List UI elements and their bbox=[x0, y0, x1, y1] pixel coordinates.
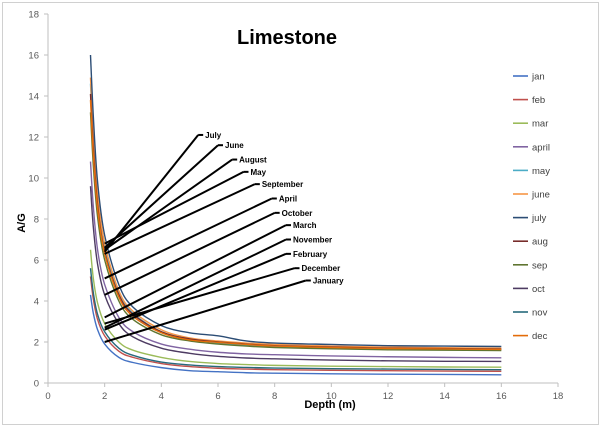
series-line-july bbox=[89, 54, 502, 348]
legend-label-oct: oct bbox=[532, 284, 545, 295]
series-line-nov bbox=[89, 268, 502, 371]
y-tick-label: 0 bbox=[34, 379, 39, 390]
x-tick-label: 2 bbox=[102, 391, 107, 402]
x-tick-label: 14 bbox=[439, 391, 450, 402]
annotation-label-december: December bbox=[302, 264, 341, 273]
x-tick-label: 8 bbox=[272, 391, 277, 402]
annotation-leader-december bbox=[104, 267, 295, 325]
legend-label-jan: jan bbox=[531, 72, 545, 83]
x-tick-label: 0 bbox=[45, 391, 50, 402]
annotation-leader-november bbox=[104, 238, 287, 329]
x-tick-label: 16 bbox=[496, 391, 507, 402]
x-axis-title: Depth (m) bbox=[304, 399, 356, 411]
annotation-label-august: August bbox=[239, 156, 267, 165]
annotation-label-march: March bbox=[293, 221, 317, 230]
y-tick-label: 16 bbox=[28, 51, 39, 62]
legend-label-mar: mar bbox=[532, 119, 548, 130]
axes: 0 2 4 6 8 10 12 14 16 18 0 2 4 6 8 10 12 14 16 18 bbox=[28, 10, 563, 403]
legend-label-nov: nov bbox=[532, 308, 548, 319]
legend-label-may: may bbox=[532, 166, 550, 177]
annotation-leader-june bbox=[103, 144, 219, 249]
legend-label-july: july bbox=[531, 213, 547, 224]
y-tick-label: 2 bbox=[34, 338, 39, 349]
y-tick-label: 18 bbox=[28, 10, 39, 21]
annotation-label-november: November bbox=[293, 236, 332, 245]
series-line-jan bbox=[89, 294, 502, 376]
annotation-leader-march bbox=[104, 224, 287, 319]
annotation-leader-may bbox=[104, 170, 244, 245]
y-tick-label: 6 bbox=[34, 256, 39, 267]
annotation-label-april: April bbox=[279, 195, 297, 204]
x-tick-label: 6 bbox=[215, 391, 220, 402]
annotation-label-february: February bbox=[293, 250, 328, 259]
legend-label-sep: sep bbox=[532, 260, 547, 271]
annotation-label-october: October bbox=[282, 209, 313, 218]
annotation-label-january: January bbox=[313, 277, 344, 286]
annotation-leader-january bbox=[104, 279, 307, 343]
series-lines bbox=[89, 54, 502, 376]
x-tick-label: 4 bbox=[159, 391, 164, 402]
x-tick-label: 18 bbox=[553, 391, 564, 402]
annotation-label-july: July bbox=[205, 131, 222, 140]
y-tick-label: 4 bbox=[34, 297, 39, 308]
legend-label-aug: aug bbox=[532, 237, 548, 248]
series-line-mar bbox=[89, 249, 502, 368]
y-tick-label: 8 bbox=[34, 215, 39, 226]
annotation-leader-april bbox=[104, 197, 273, 280]
series-line-feb bbox=[89, 276, 502, 373]
series-line-april bbox=[89, 161, 502, 359]
legend-label-april: april bbox=[532, 142, 550, 153]
annotation-label-may: May bbox=[251, 168, 267, 177]
annotation-leader-october bbox=[104, 211, 276, 296]
y-tick-label: 14 bbox=[28, 92, 39, 103]
legend-label-dec: dec bbox=[532, 331, 548, 342]
annotation-leader-february bbox=[104, 252, 287, 331]
chart-title: Limestone bbox=[237, 27, 337, 49]
legend-label-feb: feb bbox=[532, 95, 545, 106]
annotation-label-september: September bbox=[262, 180, 303, 189]
y-axis-title: A/G bbox=[16, 213, 28, 233]
series-line-sep bbox=[89, 112, 502, 352]
legend-label-june: june bbox=[531, 190, 550, 201]
annotation-label-june: June bbox=[225, 141, 244, 150]
annotation-leader-august bbox=[104, 158, 233, 251]
y-tick-label: 12 bbox=[28, 133, 39, 144]
x-tick-label: 12 bbox=[383, 391, 394, 402]
series-line-oct bbox=[89, 186, 502, 363]
x-tick-label: 10 bbox=[326, 391, 337, 402]
series-line-dec bbox=[89, 100, 502, 351]
series-line-june bbox=[89, 77, 502, 349]
y-tick-label: 10 bbox=[28, 174, 39, 185]
annotation-leader-september bbox=[104, 183, 256, 255]
legend: jan feb mar april may june july aug sep oct nov dec bbox=[513, 72, 550, 342]
